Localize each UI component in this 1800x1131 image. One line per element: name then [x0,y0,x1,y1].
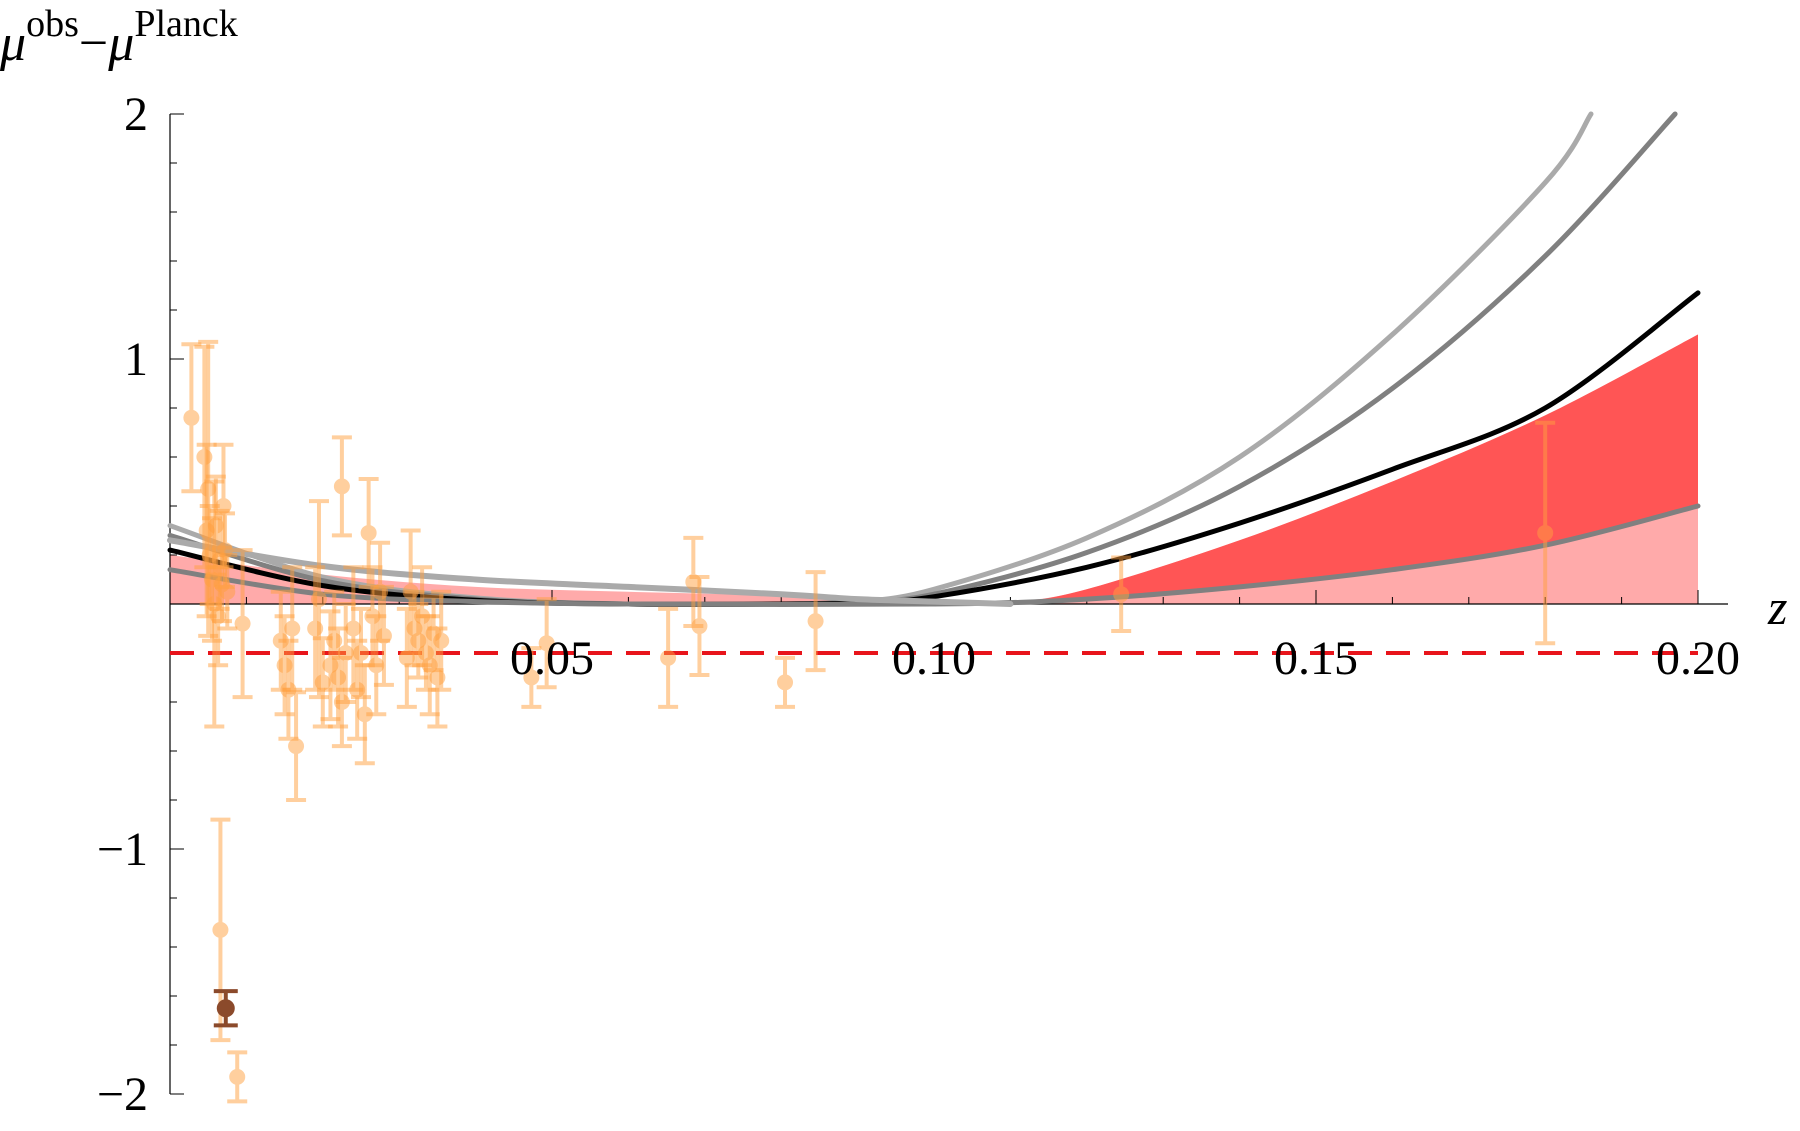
y-tick-label: 2 [124,88,148,141]
point-marker [229,1068,246,1085]
point-marker [234,615,251,632]
data-point [658,606,679,709]
point-marker [337,645,354,661]
point-marker [210,608,227,625]
point-marker [691,618,708,635]
point-marker [356,706,373,723]
y-tick-label: 1 [124,333,148,386]
data-point [286,690,307,802]
data-point [373,584,394,687]
point-marker [310,591,327,608]
point-marker [660,649,677,666]
highlighted-point-layer [213,989,238,1028]
band-dark [1010,334,1698,604]
data-point [308,499,329,700]
y-label-sup1: obs [26,3,79,45]
data-point [536,597,557,690]
point-marker [1113,586,1130,603]
data-point [331,435,352,538]
y-label-mu2: μ [107,15,134,72]
point-marker [807,613,824,630]
data-point [775,655,796,709]
point-marker [538,635,555,652]
x-tick-label: 0.20 [1656,632,1740,685]
point-marker [284,620,301,637]
data-point [208,565,229,668]
y-minor-ticks [170,113,184,1095]
point-marker [433,632,450,649]
data-point [689,575,710,678]
data-points-layer [181,339,1556,1104]
point-marker [523,669,540,686]
data-point [282,565,303,692]
point-marker [777,674,794,691]
y-tick-label: −1 [97,823,148,876]
data-point [366,614,387,717]
y-label-minus: − [79,15,108,72]
y-label-mu1: μ [0,15,26,72]
data-point [1111,555,1132,633]
y-tick-labels: 2 1 −1 −2 [97,88,148,1121]
point-marker [1537,524,1554,541]
highlighted-point [213,989,238,1028]
x-tick-label: 0.15 [1274,632,1358,685]
bands-layer [170,334,1698,604]
point-marker [326,632,343,649]
data-point [805,570,826,673]
point-marker [353,645,369,661]
y-axis-label: μobs−μPlanck [0,3,238,72]
data-point [217,553,238,631]
point-marker [333,478,350,495]
x-tick-labels: 0.05 0.10 0.15 0.20 [510,632,1740,685]
data-point [1535,420,1556,646]
y-tick-label: −2 [97,1068,148,1121]
point-marker [212,921,229,938]
point-marker [314,674,331,691]
data-point [521,646,542,709]
data-point [351,606,371,700]
data-point [181,342,202,494]
point-marker [215,498,232,514]
data-point [324,589,345,692]
y-label-sup2: Planck [134,3,237,45]
x-tick-label: 0.05 [510,632,594,685]
point-marker [360,524,377,541]
x-axis-label: z [1767,579,1787,635]
point-marker [219,583,236,600]
point-marker [375,627,392,644]
point-marker [216,999,235,1018]
x-tick-label: 0.10 [892,632,976,685]
point-marker [345,620,362,637]
point-marker [183,409,200,426]
data-point [232,548,253,700]
data-point [227,1050,248,1104]
point-marker [288,738,305,755]
point-marker [368,657,385,674]
data-point [431,589,452,692]
